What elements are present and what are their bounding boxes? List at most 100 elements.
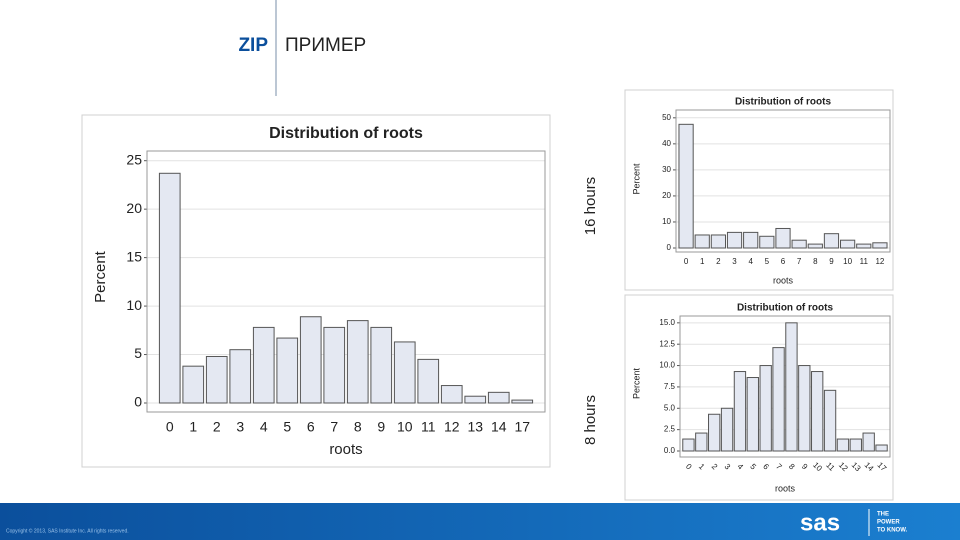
- x-tick-label: 10: [843, 257, 852, 266]
- x-tick-label: 1: [700, 257, 705, 266]
- x-tick-label: 4: [748, 257, 753, 266]
- bar: [252, 326, 275, 404]
- y-tick-label: 15: [126, 248, 142, 264]
- x-tick-label: 17: [514, 419, 530, 435]
- chart-panel: [624, 294, 894, 501]
- x-axis-label: roots: [773, 275, 794, 285]
- bar: [823, 233, 840, 249]
- bar: [743, 231, 759, 249]
- bar: [746, 377, 759, 452]
- x-tick-label: 5: [283, 419, 291, 435]
- bar: [726, 231, 743, 249]
- y-tick-label: 10: [662, 217, 671, 226]
- x-tick-label: 6: [781, 257, 786, 266]
- bar: [759, 235, 775, 249]
- y-tick-label: 50: [662, 113, 671, 122]
- x-axis-label: roots: [329, 441, 362, 458]
- y-tick-label: 0.0: [664, 446, 676, 455]
- x-tick-label: 4: [735, 462, 745, 472]
- x-tick-label: 8: [354, 419, 362, 435]
- bar: [875, 444, 888, 452]
- bar: [872, 242, 888, 249]
- x-tick-label: 14: [491, 419, 507, 435]
- slide-title: ПРИМЕР: [285, 35, 366, 56]
- y-axis-label: Percent: [92, 250, 109, 303]
- y-tick-label: 7.5: [664, 382, 676, 391]
- bar: [759, 365, 772, 452]
- bar: [158, 172, 181, 404]
- x-tick-label: 0: [684, 257, 689, 266]
- x-tick-label: 2: [710, 462, 720, 472]
- bar: [417, 358, 440, 404]
- y-tick-label: 10.0: [659, 361, 675, 370]
- y-tick-label: 25: [126, 151, 142, 167]
- bar: [720, 407, 734, 452]
- bar: [811, 371, 824, 452]
- y-tick-label: 20: [126, 200, 142, 216]
- x-tick-label: 7: [774, 462, 784, 472]
- bar: [229, 349, 252, 404]
- y-tick-label: 20: [662, 191, 671, 200]
- bar: [733, 371, 747, 452]
- bar: [346, 320, 369, 404]
- plot-frame: [146, 150, 546, 413]
- x-tick-label: 12: [444, 419, 460, 435]
- y-tick-label: 0: [667, 243, 672, 252]
- x-tick-label: 9: [377, 419, 385, 435]
- bar: [708, 413, 721, 452]
- y-tick-label: 5.0: [664, 403, 676, 412]
- bar: [276, 337, 299, 404]
- bar: [393, 341, 416, 404]
- bar: [323, 326, 346, 404]
- x-tick-label: 2: [716, 257, 721, 266]
- y-axis-label: Percent: [631, 367, 641, 399]
- bar: [370, 326, 393, 404]
- x-axis-label: roots: [775, 483, 796, 493]
- x-tick-label: 3: [236, 419, 244, 435]
- logo: sas: [800, 509, 840, 536]
- x-tick-label: 7: [330, 419, 338, 435]
- chart-title: Distribution of roots: [737, 303, 834, 314]
- bar: [694, 234, 710, 249]
- x-tick-label: 8: [787, 462, 797, 472]
- x-tick-label: 0: [166, 419, 174, 435]
- title-code: ZIP: [238, 35, 268, 56]
- bar: [511, 399, 534, 404]
- y-tick-label: 10: [126, 297, 142, 313]
- bar: [440, 385, 463, 404]
- bar: [840, 239, 856, 249]
- x-tick-label: 1: [189, 419, 197, 435]
- bar: [678, 123, 694, 249]
- y-tick-label: 0: [134, 394, 142, 410]
- bar: [791, 239, 807, 249]
- label-top: 16 hours: [582, 177, 599, 235]
- y-axis-label: Percent: [631, 163, 641, 195]
- x-tick-label: 6: [761, 462, 771, 472]
- bar: [182, 365, 205, 404]
- x-tick-label: 4: [260, 419, 268, 435]
- y-tick-label: 40: [662, 139, 671, 148]
- x-tick-label: 2: [213, 419, 221, 435]
- y-tick-label: 2.5: [664, 425, 676, 434]
- copyright: Copyright © 2013, SAS Institute Inc. All…: [6, 527, 129, 534]
- x-tick-label: 12: [875, 257, 884, 266]
- plot-frame: [675, 109, 891, 253]
- x-tick-label: 8: [813, 257, 818, 266]
- bar: [695, 432, 708, 452]
- tagline: TO KNOW.: [877, 528, 908, 534]
- plot-frame: [679, 315, 891, 458]
- bar: [849, 438, 862, 452]
- x-tick-label: 3: [732, 257, 737, 266]
- x-tick-label: 9: [800, 462, 810, 472]
- bar: [798, 365, 811, 452]
- bar: [807, 243, 823, 249]
- bar: [710, 234, 726, 249]
- tagline: POWER: [877, 520, 900, 526]
- x-tick-label: 13: [467, 419, 483, 435]
- chart-panel: [624, 89, 894, 291]
- bar: [772, 347, 785, 452]
- y-tick-label: 30: [662, 165, 671, 174]
- x-tick-label: 5: [748, 462, 758, 472]
- x-tick-label: 5: [765, 257, 770, 266]
